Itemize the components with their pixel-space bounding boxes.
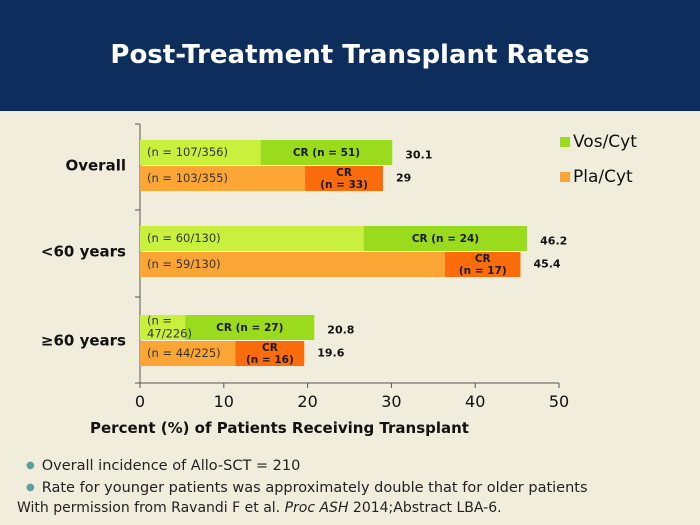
legend-label: Pla/Cyt (573, 167, 633, 187)
legend-label: Vos/Cyt (573, 132, 637, 152)
citation-footer: With permission from Ravandi F et al. Pr… (17, 500, 502, 516)
n-count-label: (n = 107/356) (147, 145, 228, 159)
cr-count-label: CR (n = 27) (216, 322, 283, 334)
total-value-label: 30.1 (405, 149, 432, 162)
slide-title: Post-Treatment Transplant Rates (110, 40, 590, 70)
pla-cyt-bar-segment (140, 166, 306, 191)
vos-cyt-bar-segment (140, 140, 261, 165)
legend-swatch (560, 172, 570, 182)
n-count-label: (n = 60/130) (147, 231, 221, 245)
category-label: <60 years (41, 243, 126, 261)
citation-prefix: With permission from Ravandi F et al. (17, 500, 285, 516)
vos-cyt-cr-segment (260, 140, 393, 165)
bullet-list: ● Overall incidence of Allo-SCT = 210 ● Ra… (26, 455, 588, 499)
bullet-item: ● Overall incidence of Allo-SCT = 210 (26, 455, 588, 477)
total-value-label: 20.8 (327, 324, 354, 337)
x-tick-label: 40 (465, 392, 485, 411)
bullet-dot-icon: ● (26, 460, 35, 471)
pla-cyt-cr-segment (235, 341, 305, 366)
x-axis-title: Percent (%) of Patients Receiving Transp… (90, 419, 469, 437)
n-count-label: (n = 44/225) (147, 346, 221, 360)
vos-cyt-bar-segment (140, 226, 364, 251)
bullet-text: Rate for younger patients was approximat… (41, 480, 588, 496)
pla-cyt-bar-segment (140, 252, 446, 277)
cr-count-label: CR (n = 16) (246, 342, 294, 366)
transplant-rate-chart: 0 10 20 30 40 50 Percent (%) of Patients Recei… (41, 123, 637, 437)
vos-cyt-bar-segment (140, 315, 186, 340)
bullet-text: Overall incidence of Allo-SCT = 210 (41, 458, 301, 474)
cr-count-label: CR (n = 51) (293, 147, 360, 159)
x-tick-label: 0 (135, 392, 145, 411)
vos-cyt-cr-segment (185, 315, 315, 340)
bullet-dot-icon: ● (26, 482, 35, 493)
x-tick-label: 10 (214, 392, 234, 411)
pla-cyt-cr-segment (445, 252, 521, 277)
citation-suffix: 2014;Abstract LBA-6. (348, 500, 502, 516)
total-value-label: 29 (396, 172, 411, 185)
pla-cyt-bar-segment (140, 341, 236, 366)
cr-count-label: CR (n = 17) (459, 253, 507, 277)
bullet-item: ● Rate for younger patients was approxima… (26, 477, 588, 499)
vos-cyt-cr-segment (363, 226, 528, 251)
total-value-label: 19.6 (317, 347, 344, 360)
pla-cyt-cr-segment (305, 166, 384, 191)
total-value-label: 46.2 (540, 235, 567, 248)
category-label: Overall (65, 157, 126, 175)
legend-swatch (560, 137, 570, 147)
title-banner: Post-Treatment Transplant Rates (0, 0, 700, 111)
category-label: ≥60 years (41, 332, 126, 350)
cr-count-label: CR (n = 33) (320, 167, 368, 191)
x-tick-label: 30 (381, 392, 401, 411)
total-value-label: 45.4 (533, 258, 560, 271)
n-count-label: (n = 103/355) (147, 171, 228, 185)
n-count-label: (n = 47/226) (147, 314, 192, 341)
citation-journal: Proc ASH (284, 500, 349, 516)
cr-count-label: CR (n = 24) (412, 233, 479, 245)
n-count-label: (n = 59/130) (147, 257, 221, 271)
x-tick-label: 50 (549, 392, 569, 411)
x-tick-label: 20 (297, 392, 317, 411)
